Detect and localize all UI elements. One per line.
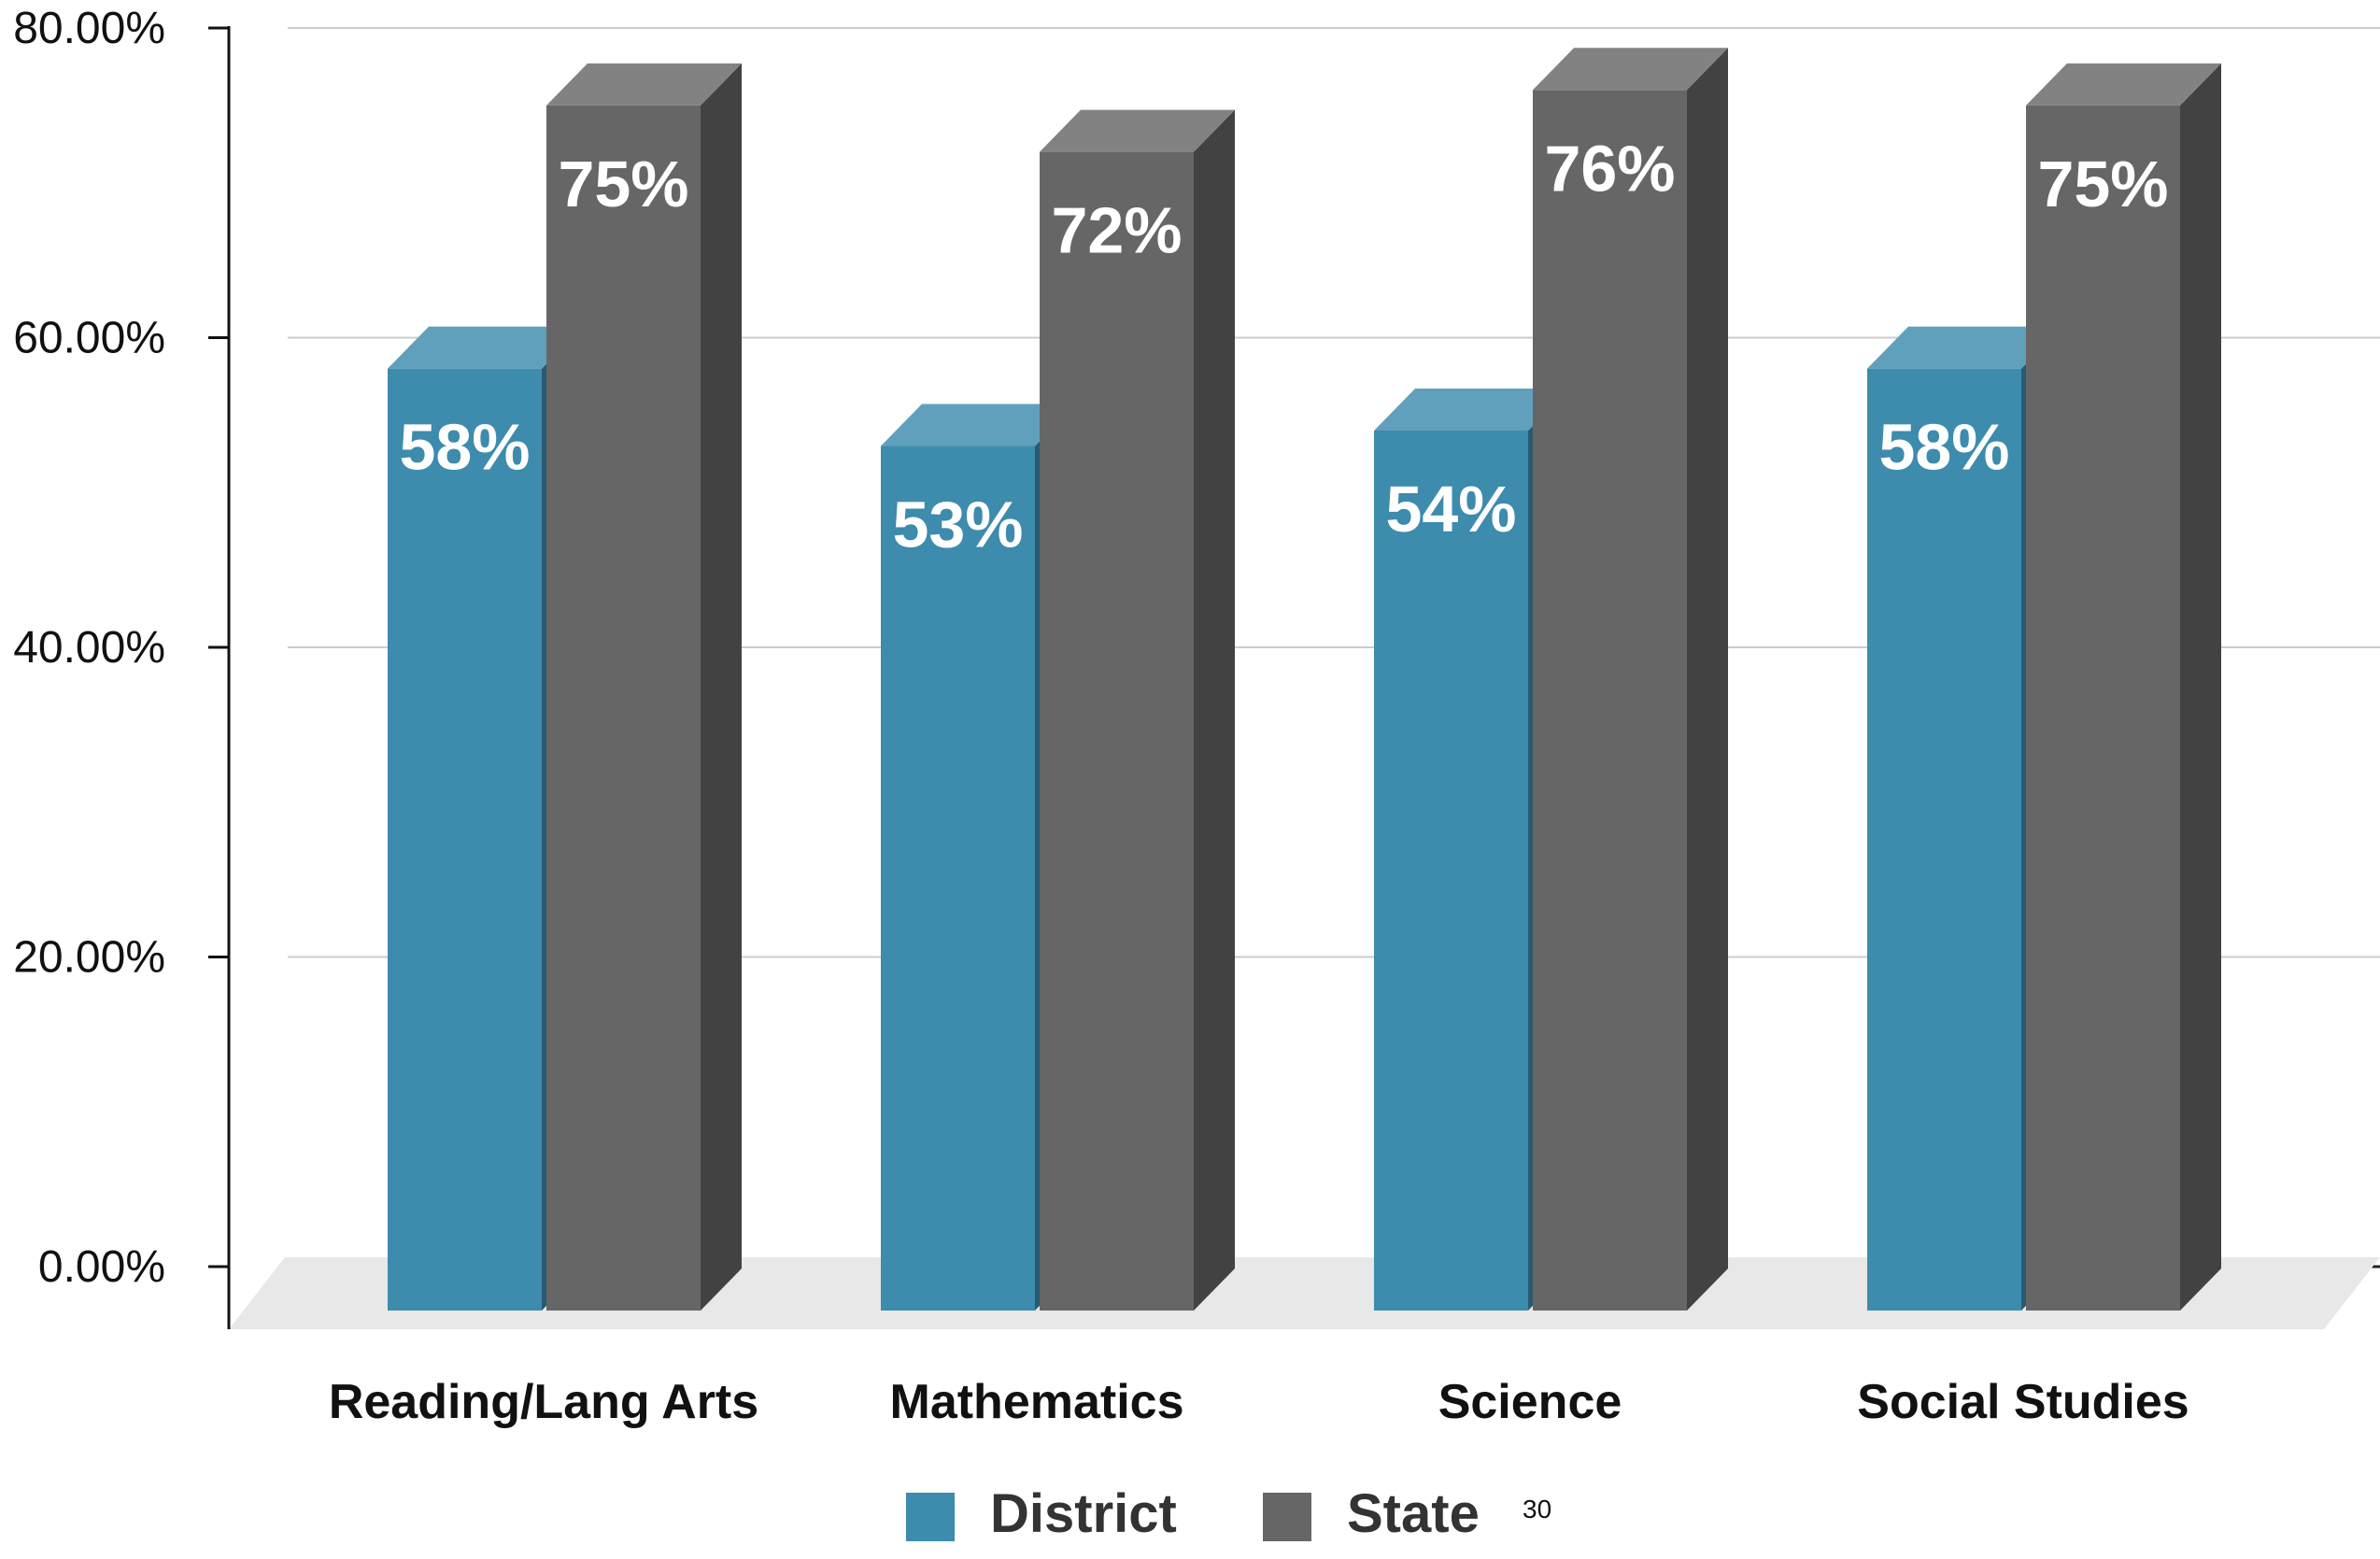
bar-state: 75% [546,63,742,1311]
bar-side [2180,63,2221,1311]
bar-top [1040,109,1235,152]
data-label: 54% [1385,473,1516,546]
bar-state: 75% [2026,63,2221,1311]
y-tick-label: 80.00% [13,4,165,53]
bar-front [546,105,701,1311]
legend-item-district: District [906,1483,1177,1544]
bar-front [388,368,542,1311]
bar-top [388,326,583,369]
legend-swatch [1263,1493,1311,1541]
bar-state: 76% [1533,48,1728,1311]
legend-item-state: State [1263,1483,1480,1544]
legend-swatch [906,1493,955,1541]
legend: District State [906,1483,1480,1544]
legend-label: State [1347,1483,1480,1544]
chart-floor [229,1257,2380,1329]
y-tick-label: 60.00% [13,314,165,363]
y-tick-label: 0.00% [38,1242,165,1292]
data-label: 76% [1544,132,1675,205]
bar-top [881,404,1076,446]
y-tick-label: 40.00% [13,623,165,673]
category-label: Mathematics [890,1375,1184,1429]
bar-top [546,63,742,106]
bar-top [1374,388,1569,431]
bar-front [1374,430,1528,1311]
legend-label: District [990,1483,1177,1544]
data-label: 58% [1878,411,2009,484]
bar-top [1867,326,2062,369]
bar-front [1040,151,1194,1311]
data-label: 72% [1051,194,1182,267]
category-label: Reading/Lang Arts [329,1375,758,1429]
bar-top [1533,48,1728,91]
category-labels: Reading/Lang Arts Mathematics Science Socia… [329,1375,2189,1429]
bar-top [2026,63,2221,106]
bar-front [1533,90,1687,1311]
bar-side [701,63,742,1311]
bars: 58% 75% 53% 72% 54% 76% 58% 75% [388,48,2221,1311]
floor-plane [229,1257,2380,1329]
bar-state: 72% [1040,109,1235,1311]
y-axis: 0.00% 20.00% 40.00% 60.00% 80.00% [13,4,231,1329]
category-label: Science [1438,1375,1622,1429]
bar-front [881,446,1035,1311]
data-label: 53% [892,489,1023,561]
data-label: 75% [2037,148,2168,220]
category-label: Social Studies [1857,1375,2189,1429]
data-label: 75% [558,148,688,220]
y-tick-label: 20.00% [13,933,165,983]
page-number: 30 [1523,1495,1551,1524]
bar-front [2026,105,2180,1311]
bar-side [1687,48,1728,1311]
data-label: 58% [399,411,530,484]
bar-district: 53% [881,404,1076,1311]
bar-front [1867,368,2021,1311]
bar-side [1194,109,1235,1311]
